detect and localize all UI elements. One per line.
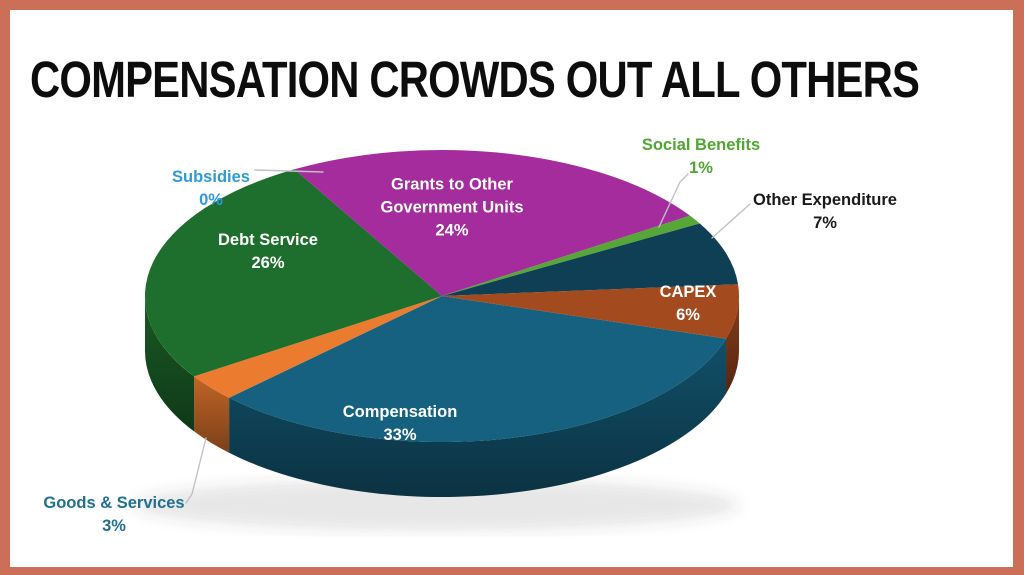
pie-label-capex: CAPEX 6% <box>660 281 717 327</box>
pie-label-goods-services-name: Goods & Services <box>43 494 185 512</box>
pie-label-subsidies-value: 0% <box>199 191 223 209</box>
chart-title: COMPENSATION CROWDS OUT ALL OTHERS <box>30 51 920 108</box>
pie-label-social-benefits: Social Benefits 1% <box>642 134 760 180</box>
pie-label-other-expenditure-value: 7% <box>813 214 837 232</box>
pie-label-subsidies-name: Subsidies <box>172 168 250 186</box>
pie-label-subsidies: Subsidies 0% <box>172 166 250 212</box>
pie-label-compensation-name: Compensation <box>342 403 458 421</box>
pie-label-compensation-value: 33% <box>383 426 417 444</box>
pie-label-grants-value: 24% <box>435 221 469 240</box>
pie-label-compensation: Compensation 33% <box>343 401 458 447</box>
pie-label-debt-service-name: Debt Service <box>218 231 318 249</box>
pie-label-goods-services-value: 3% <box>102 517 126 535</box>
pie-label-other-expenditure: Other Expenditure 7% <box>753 189 897 235</box>
pie-label-social-benefits-value: 1% <box>689 159 713 177</box>
pie-label-debt-service-value: 26% <box>251 254 285 272</box>
pie-label-debt-service: Debt Service 26% <box>218 229 318 275</box>
pie-label-other-expenditure-name: Other Expenditure <box>753 191 897 209</box>
pie-label-capex-name: CAPEX <box>659 283 717 301</box>
pie-3d-chart <box>133 150 751 531</box>
pie-label-social-benefits-name: Social Benefits <box>641 136 761 154</box>
pie-label-capex-value: 6% <box>676 306 700 324</box>
pie-label-grants: Grants to Other Government Units 24% <box>370 174 534 243</box>
pie-label-grants-name: Grants to Other Government Units <box>380 175 524 217</box>
pie-label-goods-services: Goods & Services 3% <box>43 492 184 538</box>
